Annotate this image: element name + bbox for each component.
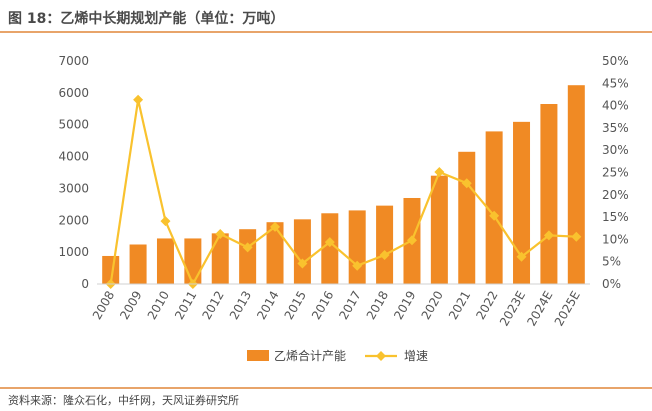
x-tick-2009: 2009 [117,289,144,322]
source-note: 资料来源：隆众石化，中纤网，天风证券研究所 [8,394,239,407]
growth-point-2013 [242,242,253,253]
bar-2009 [129,244,147,284]
bar-2022 [485,131,503,284]
growth-point-2021 [461,178,472,189]
left-tick-1000: 1000 [58,245,89,259]
left-tick-2000: 2000 [58,213,89,227]
growth-point-2023E [516,251,527,262]
right-tick-50: 50% [602,54,629,68]
right-axis-ticks: 0% 5% 10% 15% 20% 25% 30% 35% 40% 45% 50% [602,54,629,291]
growth-point-2020 [434,167,445,178]
growth-point-2010 [160,216,171,227]
x-tick-2015: 2015 [282,289,309,322]
bar-2014 [266,222,284,284]
bar-2020 [430,175,448,284]
bar-2013 [239,229,257,284]
legend-line-marker [376,351,386,361]
bar-2023E [513,121,531,285]
title-divider [0,31,652,33]
legend-bar-label: 乙烯合计产能 [274,348,346,363]
chart: 0 1000 2000 3000 4000 5000 6000 7000 0% 5% 10% 15%… [58,54,629,363]
legend: 乙烯合计产能 增速 [247,348,428,363]
legend-bar-swatch [247,350,269,361]
x-tick-2020: 2020 [419,289,446,322]
bar-2017 [348,210,366,284]
right-tick-45: 45% [602,76,629,90]
bar-2018 [376,205,394,284]
bar-2016 [321,213,339,284]
x-tick-2021: 2021 [446,289,473,322]
x-tick-2014: 2014 [254,289,281,322]
growth-point-2025E [571,231,582,242]
x-tick-2022: 2022 [473,289,500,322]
left-tick-4000: 4000 [58,150,89,164]
left-tick-6000: 6000 [58,86,89,100]
growth-line-path [109,98,577,286]
x-tick-2013: 2013 [227,289,254,322]
growth-point-2017 [352,260,363,271]
right-tick-35: 35% [602,121,629,135]
x-tick-2024E: 2024E [524,289,555,329]
left-tick-5000: 5000 [58,118,89,132]
bar-2021 [458,151,476,284]
growth-point-2019 [406,235,417,246]
left-tick-0: 0 [81,277,89,291]
x-tick-2012: 2012 [199,289,226,322]
left-tick-7000: 7000 [58,54,89,68]
bar-2010 [156,238,174,284]
left-tick-3000: 3000 [58,181,89,195]
legend-line-label: 增速 [404,349,428,363]
right-tick-5: 5% [602,255,621,269]
bar-2008 [102,255,120,284]
x-tick-2018: 2018 [364,289,391,322]
right-tick-40: 40% [602,99,629,113]
growth-point-2015 [297,258,308,269]
growth-point-2009 [133,94,144,105]
x-tick-2023E: 2023E [497,289,528,329]
x-tick-2025E: 2025E [552,289,583,329]
x-axis-ticks: 2008 2009 2010 2011 2012 2013 2014 2015 2016 2017… [90,289,583,329]
growth-point-2024E [543,230,554,241]
bar-2024E [540,104,558,284]
right-tick-30: 30% [602,143,629,157]
figure-title: 图 18：乙烯中长期规划产能（单位：万吨） [8,11,285,27]
x-tick-2016: 2016 [309,289,336,322]
growth-point-2012 [215,229,226,240]
growth-point-2014 [270,221,281,232]
right-tick-10: 10% [602,232,629,246]
source-divider [0,387,652,389]
bar-2025E [567,85,585,284]
x-tick-2019: 2019 [391,289,418,322]
bar-2011 [184,238,202,284]
left-axis-ticks: 0 1000 2000 3000 4000 5000 6000 7000 [58,54,89,291]
growth-point-2018 [379,250,390,261]
x-tick-2017: 2017 [336,289,363,322]
right-tick-0: 0% [602,277,621,291]
growth-point-2016 [324,237,335,248]
x-tick-2011: 2011 [172,289,199,322]
growth-point-2022 [489,210,500,221]
right-tick-25: 25% [602,166,629,180]
growth-line [105,94,582,289]
x-tick-2008: 2008 [90,289,117,322]
right-tick-15: 15% [602,210,629,224]
bar-2015 [293,219,311,284]
bar-2012 [211,233,229,284]
right-tick-20: 20% [602,188,629,202]
x-tick-2010: 2010 [145,289,172,322]
